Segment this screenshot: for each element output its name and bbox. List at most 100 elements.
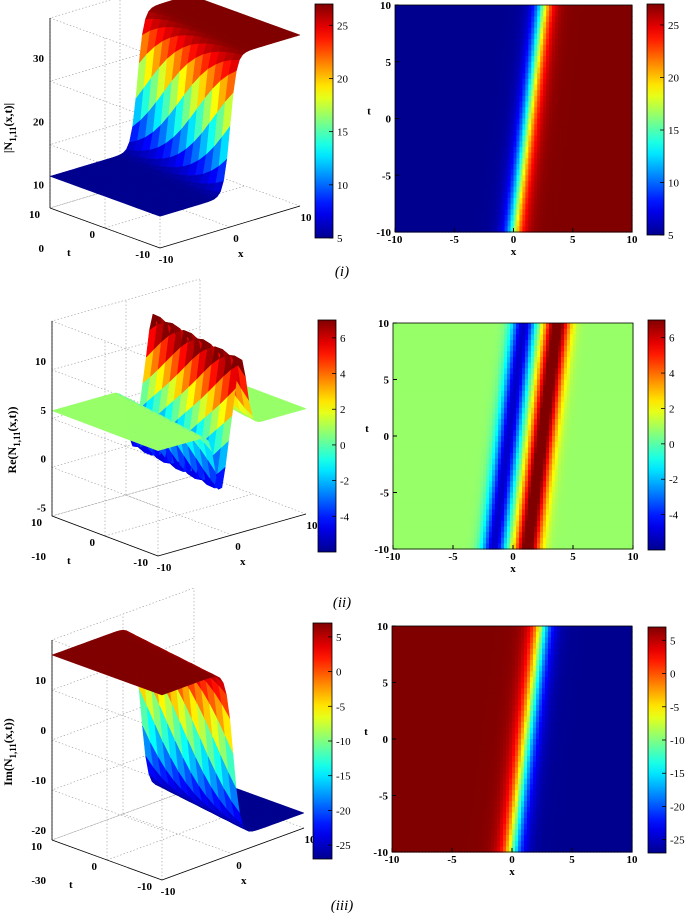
density-plot-i-cell bbox=[477, 158, 482, 165]
density-plot-i-cell bbox=[415, 33, 420, 40]
density-plot-i-cell bbox=[489, 44, 494, 51]
density-plot-i-cell bbox=[460, 84, 464, 91]
density-plot-i-cell bbox=[436, 67, 441, 74]
density-plot-i-cell bbox=[504, 27, 509, 34]
density-plot-i-cell bbox=[626, 95, 630, 103]
density-plot-i-cell bbox=[605, 27, 609, 34]
density-plot-i-cell bbox=[516, 152, 521, 159]
density-plot-i-cell bbox=[409, 146, 414, 154]
density-plot-i-cell bbox=[560, 180, 565, 188]
density-plot-i-cell bbox=[395, 67, 399, 74]
density-plot-i-cell bbox=[560, 56, 565, 63]
density-plot-i-cell bbox=[596, 124, 601, 131]
density-plot-i-cell bbox=[477, 107, 482, 114]
density-plot-i-cell bbox=[395, 214, 399, 222]
density-plot-i-cell bbox=[424, 101, 429, 108]
density-plot-i-cell bbox=[543, 192, 547, 199]
density-plot-i-cell bbox=[474, 124, 479, 131]
density-plot-i-cell bbox=[477, 175, 482, 182]
density-plot-i-cell bbox=[620, 101, 624, 108]
density-plot-i-cell bbox=[549, 163, 553, 171]
density-plot-i-cell bbox=[608, 124, 612, 131]
density-plot-i-cell bbox=[448, 158, 452, 165]
density-plot-i-cell bbox=[614, 50, 618, 57]
density-plot-i-cell bbox=[486, 186, 491, 193]
density-plot-i-cell bbox=[469, 152, 473, 159]
density-plot-i-cell bbox=[596, 186, 601, 193]
density-plot-i-cell bbox=[537, 129, 541, 137]
density-plot-i-cell bbox=[424, 84, 429, 91]
density-plot-i-cell bbox=[528, 90, 532, 97]
density-plot-i-cell bbox=[569, 27, 574, 34]
density-plot-i-cell bbox=[569, 112, 574, 120]
density-plot-i-cell bbox=[531, 67, 535, 74]
density-plot-i-cell bbox=[569, 39, 574, 46]
density-plot-i-cell bbox=[439, 22, 443, 29]
density-plot-i-cell bbox=[474, 22, 479, 29]
density-plot-i-cell bbox=[575, 56, 580, 63]
density-plot-i-cell bbox=[557, 73, 562, 80]
density-plot-i-cell bbox=[578, 169, 583, 176]
density-plot-i-cell bbox=[519, 180, 523, 188]
density-plot-i-cell bbox=[504, 22, 509, 29]
density-plot-i-cell bbox=[433, 112, 438, 120]
density-plot-i-cell bbox=[406, 101, 411, 108]
density-plot-i-cell bbox=[403, 22, 408, 29]
density-plot-i-xlabel: x bbox=[511, 246, 517, 258]
density-plot-i-cell bbox=[427, 209, 432, 216]
density-plot-i-cell bbox=[480, 84, 485, 91]
density-plot-i-cell bbox=[513, 180, 518, 188]
density-plot-i-cell bbox=[620, 124, 624, 131]
surface-plot-ii-ttick-label: 0 bbox=[90, 537, 96, 549]
density-plot-i-cell bbox=[572, 107, 577, 114]
density-plot-i-cell bbox=[442, 203, 446, 210]
density-plot-i-cell bbox=[599, 118, 603, 125]
density-plot-i-cell bbox=[543, 5, 547, 12]
density-plot-i-cell bbox=[575, 163, 580, 171]
density-plot-i-cell bbox=[590, 112, 595, 120]
density-plot-i-cell bbox=[495, 101, 500, 108]
density-plot-i-cell bbox=[596, 197, 601, 205]
density-plot-i-cell bbox=[587, 112, 592, 120]
density-plot-i-cell bbox=[495, 197, 500, 205]
density-plot-i-cell bbox=[590, 203, 595, 210]
density-plot-i-cell bbox=[448, 203, 452, 210]
density-plot-i-cell bbox=[415, 192, 420, 199]
density-plot-i-cell bbox=[522, 44, 526, 51]
density-plot-i-cell bbox=[599, 175, 603, 182]
density-plot-i-cell bbox=[575, 50, 580, 57]
density-plot-i-cell bbox=[466, 61, 470, 69]
density-plot-i-cell bbox=[596, 33, 601, 40]
density-plot-i-cell bbox=[593, 175, 598, 182]
density-plot-i-cell bbox=[480, 192, 485, 199]
density-plot-i-cell bbox=[590, 61, 595, 69]
density-plot-i-cell bbox=[566, 73, 571, 80]
density-plot-i-cell bbox=[557, 16, 562, 23]
density-plot-i-cell bbox=[626, 124, 630, 131]
density-plot-i-cell bbox=[439, 78, 443, 86]
density-plot-i-cell bbox=[546, 135, 550, 142]
density-plot-i-cell bbox=[469, 61, 473, 69]
density-plot-i-cell bbox=[489, 101, 494, 108]
density-plot-i-cell bbox=[584, 95, 589, 103]
density-plot-i-cell bbox=[454, 192, 458, 199]
density-plot-i-cell bbox=[463, 56, 467, 63]
density-plot-i-cell bbox=[563, 186, 568, 193]
density-plot-i-cell bbox=[477, 67, 482, 74]
density-plot-i-cell bbox=[537, 169, 541, 176]
density-plot-i-cell bbox=[620, 90, 624, 97]
density-plot-i-cell bbox=[575, 169, 580, 176]
density-plot-i-cell bbox=[554, 209, 559, 216]
density-plot-i-cell bbox=[474, 95, 479, 103]
density-plot-i-cell bbox=[477, 220, 482, 227]
density-plot-i-cell bbox=[617, 129, 621, 137]
density-plot-i-cell bbox=[436, 56, 441, 63]
density-plot-i-cell bbox=[572, 129, 577, 137]
density-plot-i-cell bbox=[566, 124, 571, 131]
density-plot-i-cell bbox=[406, 180, 411, 188]
density-plot-i-cell bbox=[552, 186, 556, 193]
density-plot-i-cell bbox=[418, 169, 423, 176]
density-plot-i-cell bbox=[489, 27, 494, 34]
density-plot-i-cell bbox=[534, 67, 538, 74]
